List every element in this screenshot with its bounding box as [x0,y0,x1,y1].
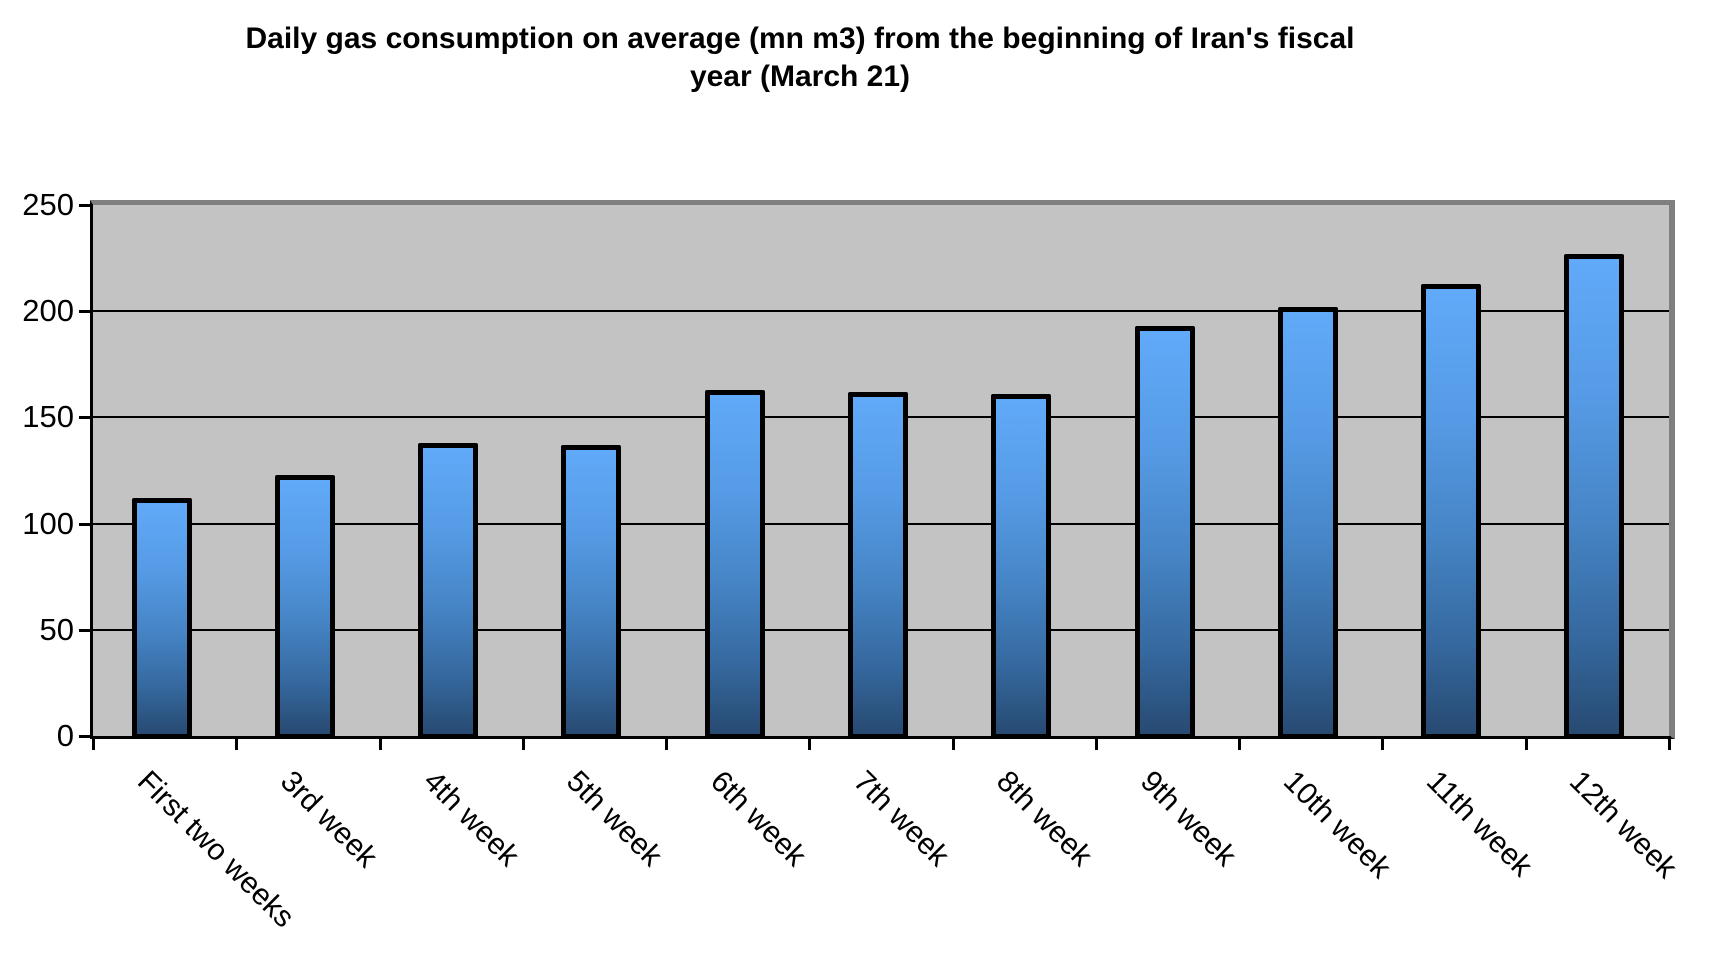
x-axis-label-9th-week: 9th week [1133,764,1242,873]
x-axis-label-5th-week: 5th week [560,764,669,873]
x-axis-label-10th-week: 10th week [1276,764,1397,885]
x-axis-tick-1 [235,736,239,750]
chart-title-line1: Daily gas consumption on average (mn m3)… [245,22,1355,55]
y-axis-label-200: 200 [22,293,74,329]
x-axis-tick-7 [1094,736,1098,750]
bar-11th-week [1421,283,1482,739]
bar-6th-week [704,389,765,739]
x-axis-tick-6 [951,736,955,750]
gridline-200 [93,310,1669,313]
chart-title: Daily gas consumption on average (mn m3)… [60,20,1540,96]
x-axis-label-7th-week: 7th week [847,764,956,873]
y-axis-tick-0 [79,735,93,738]
x-axis-tick-0 [92,736,95,750]
y-axis-tick-200 [79,310,93,314]
x-axis-tick-4 [665,736,669,750]
y-axis-tick-150 [79,416,93,420]
x-axis-label-4th-week: 4th week [417,764,526,873]
bar-5th-week [561,445,622,739]
bar-9th-week [1134,326,1195,739]
y-axis-tick-50 [79,628,93,632]
x-axis-tick-8 [1238,736,1242,750]
chart-title-line2: year (March 21) [689,60,911,93]
x-axis-label-6th-week: 6th week [703,764,813,873]
x-axis-tick-5 [808,736,812,750]
x-axis-label-12th-week: 12th week [1563,764,1684,885]
bar-4th-week [418,442,479,739]
y-axis-label-50: 50 [39,611,74,647]
bar-10th-week [1277,306,1338,739]
x-axis-tick-2 [378,736,382,750]
x-axis-tick-10 [1524,736,1528,750]
bar-8th-week [991,394,1052,739]
x-axis-label-11th-week: 11th week [1420,764,1539,884]
x-axis-label-8th-week: 8th week [990,764,1099,873]
x-axis-tick-11 [1668,736,1671,750]
bar-7th-week [848,391,908,739]
y-axis-label-100: 100 [22,505,74,541]
plot-area [90,200,1675,739]
x-axis-label-first-two-weeks: First two weeks [130,764,301,935]
y-axis-label-0: 0 [56,718,74,753]
bar-3rd-week [274,474,335,739]
x-axis-label-3rd-week: 3rd week [273,764,384,874]
bar-first-two-weeks [131,498,192,739]
x-axis-tick-3 [521,736,525,750]
y-axis-tick-100 [79,522,93,526]
y-axis-label-150: 150 [22,399,74,435]
x-axis-tick-9 [1381,736,1385,750]
bar-12th-week [1564,253,1625,739]
y-axis-tick-250 [79,204,93,207]
y-axis-label-250: 250 [22,187,74,222]
